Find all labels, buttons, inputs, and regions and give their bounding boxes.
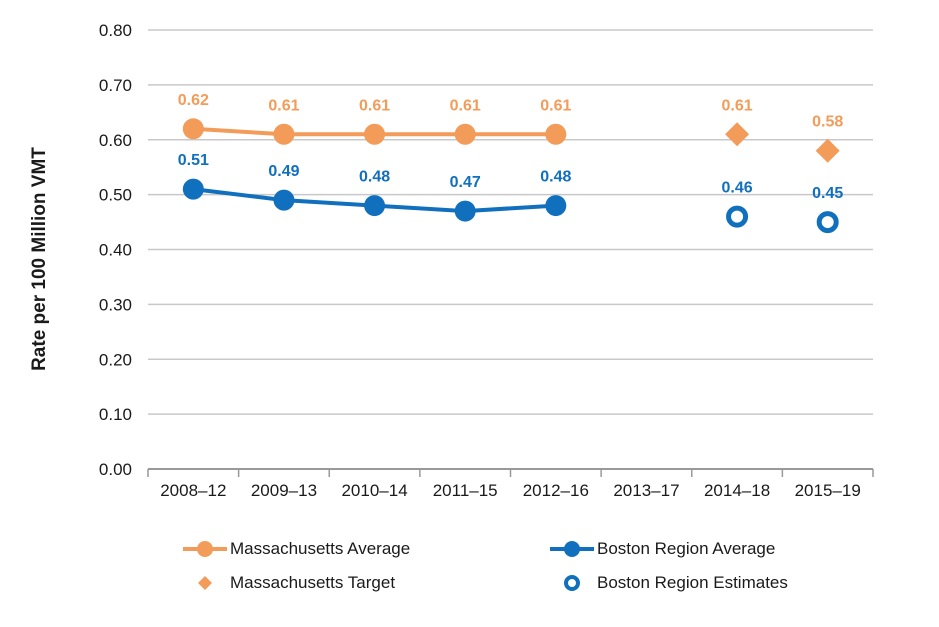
marker-massachusetts-average (182, 118, 204, 140)
marker-boston-region-average (364, 195, 386, 217)
data-label-boston-region-average: 0.49 (268, 163, 299, 180)
marker-boston-region-estimates (816, 211, 839, 234)
y-tick-label: 0.60 (99, 131, 132, 150)
marker-massachusetts-average (364, 123, 386, 145)
y-tick-label: 0.00 (99, 460, 132, 479)
marker-massachusetts-average (454, 123, 476, 145)
y-tick-label: 0.30 (99, 295, 132, 314)
x-tick-label: 2014–18 (704, 481, 770, 500)
y-tick-label: 0.50 (99, 186, 132, 205)
marker-massachusetts-average (273, 123, 295, 145)
data-label-boston-region-estimates: 0.45 (812, 185, 843, 202)
x-tick-label: 2013–17 (613, 481, 679, 500)
data-label-massachusetts-target: 0.58 (812, 114, 843, 131)
marker-boston-region-average (454, 200, 476, 222)
data-label-boston-region-average: 0.51 (178, 152, 209, 169)
marker-boston-region-average (182, 178, 204, 200)
x-tick-label: 2015–19 (795, 481, 861, 500)
marker-massachusetts-average (545, 123, 567, 145)
data-label-massachusetts-average: 0.61 (268, 97, 299, 114)
data-label-massachusetts-average: 0.62 (178, 92, 209, 109)
x-tick-label: 2008–12 (160, 481, 226, 500)
marker-boston-region-estimates (726, 205, 749, 228)
y-tick-label: 0.40 (99, 241, 132, 260)
marker-boston-region-average (545, 195, 567, 217)
x-tick-label: 2011–15 (433, 481, 498, 500)
marker-massachusetts-target (725, 122, 750, 147)
y-tick-label: 0.70 (99, 76, 132, 95)
data-label-massachusetts-average: 0.61 (359, 97, 390, 114)
data-label-massachusetts-average: 0.61 (450, 97, 481, 114)
data-label-boston-region-average: 0.48 (359, 169, 390, 186)
x-tick-label: 2010–14 (341, 481, 407, 500)
x-tick-label: 2012–16 (523, 481, 589, 500)
marker-boston-region-average (273, 189, 295, 211)
data-label-boston-region-average: 0.47 (450, 174, 481, 191)
x-tick-label: 2009–13 (251, 481, 317, 500)
data-label-massachusetts-target: 0.61 (721, 97, 752, 114)
data-label-boston-region-average: 0.48 (540, 169, 571, 186)
data-label-boston-region-estimates: 0.46 (721, 180, 752, 197)
y-tick-label: 0.10 (99, 405, 132, 424)
y-tick-label: 0.80 (99, 21, 132, 40)
marker-massachusetts-target (815, 138, 840, 163)
y-tick-label: 0.20 (99, 350, 132, 369)
data-label-massachusetts-average: 0.61 (540, 97, 571, 114)
